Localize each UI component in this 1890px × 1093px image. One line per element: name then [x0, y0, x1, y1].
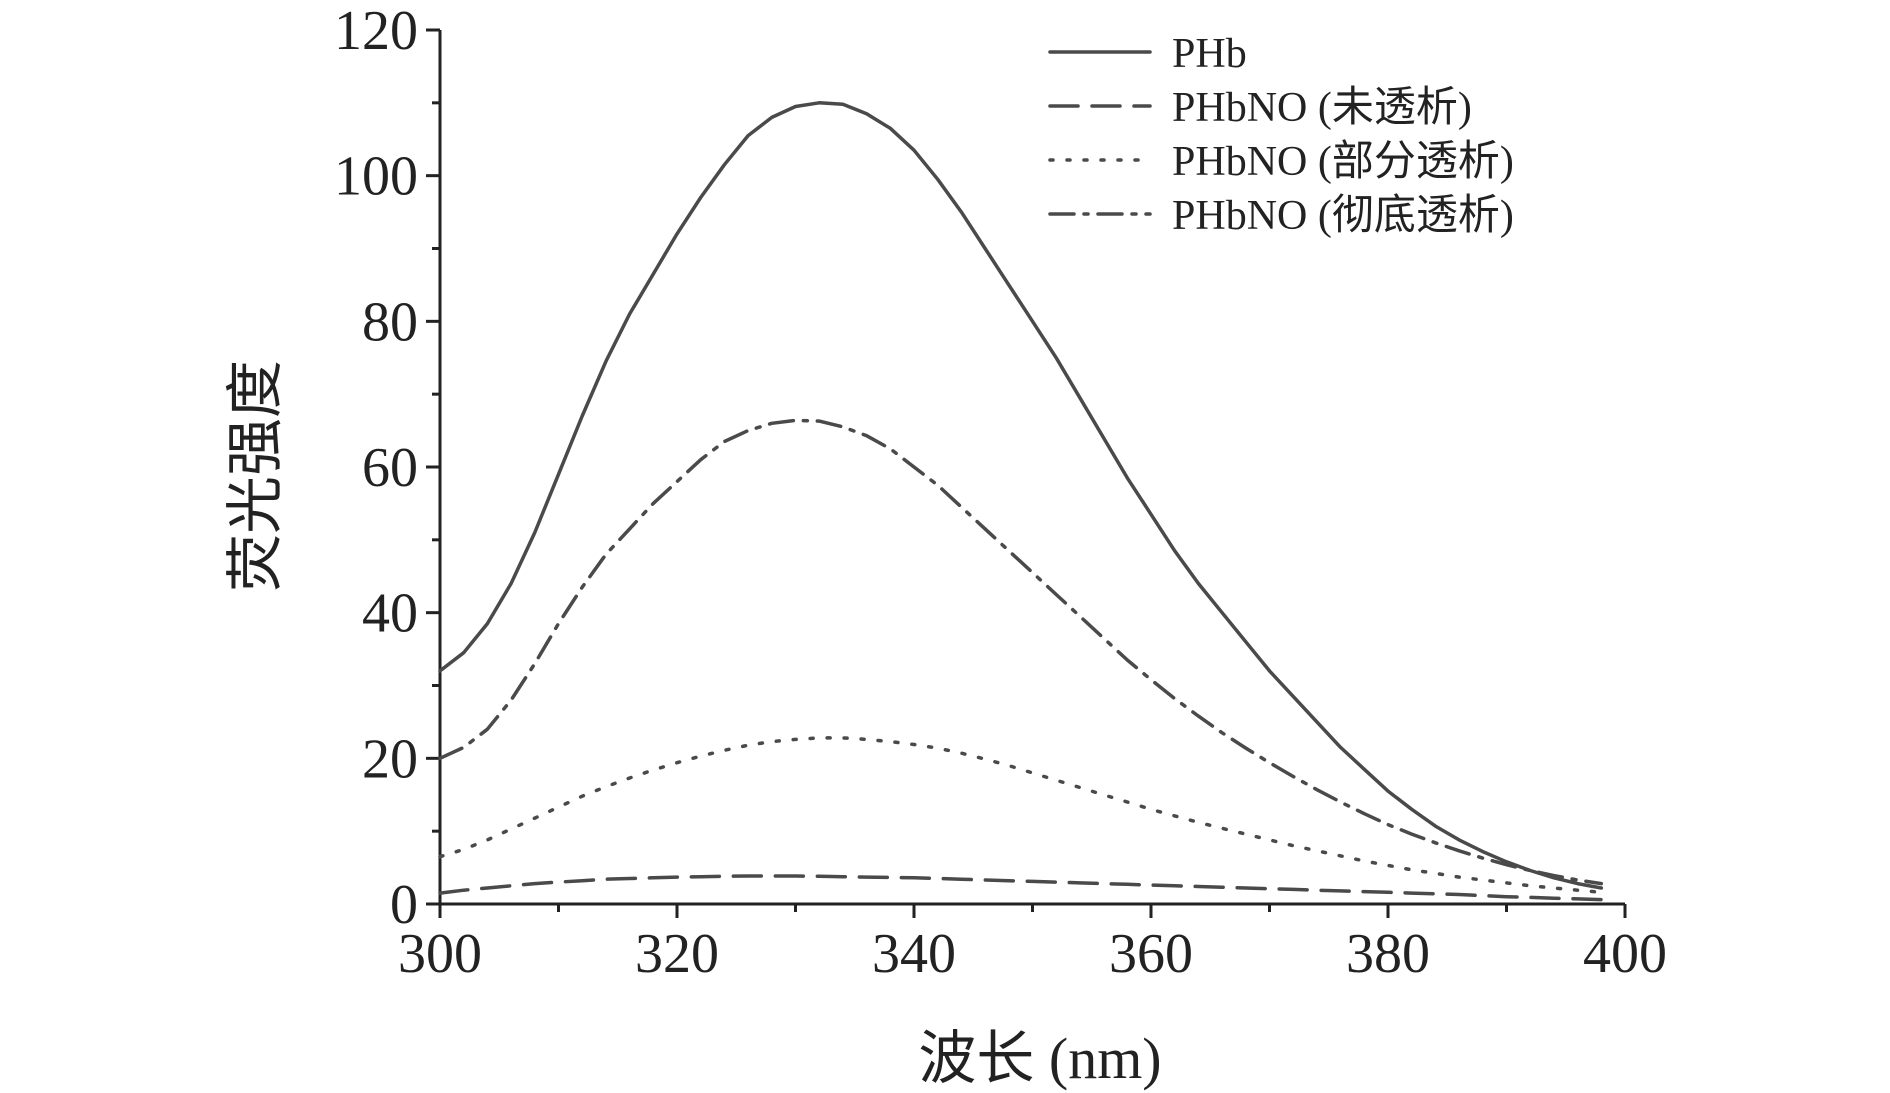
legend: PHb PHbNO (未透析) PHbNO (部分透析) PHbNO (彻底透析): [1048, 31, 1514, 239]
legend-label-2: PHbNO (未透析): [1172, 85, 1472, 131]
y-tick-label: 60: [362, 437, 418, 499]
x-axis-title: 波长 (nm): [918, 1026, 1161, 1091]
y-tick-label: 20: [362, 728, 418, 790]
y-tick-label: 120: [334, 0, 418, 62]
legend-label-3: PHbNO (部分透析): [1172, 139, 1514, 185]
series-line-4: [438, 418, 1604, 886]
y-axis-title: 荧光强度: [223, 360, 288, 592]
series-line-3: [438, 736, 1604, 895]
y-tick-label: 100: [334, 146, 418, 208]
legend-label-4: PHbNO (彻底透析): [1172, 193, 1514, 239]
x-tick-label: 400: [1583, 923, 1667, 985]
series-line-2: [438, 874, 1604, 902]
y-tick-label: 80: [362, 291, 418, 353]
legend-label-1: PHb: [1172, 31, 1247, 77]
tick-marks: 300 320 340 360 380 400 0 20 40 60 80 100 120: [334, 0, 1667, 985]
series-line-1: [438, 101, 1604, 890]
x-tick-label: 380: [1346, 923, 1430, 985]
y-tick-label: 40: [362, 583, 418, 645]
y-tick-label: 0: [390, 874, 418, 936]
series-lines: [438, 101, 1604, 902]
x-tick-label: 300: [398, 923, 482, 985]
x-tick-label: 340: [872, 923, 956, 985]
x-tick-label: 320: [635, 923, 719, 985]
x-tick-label: 360: [1109, 923, 1193, 985]
